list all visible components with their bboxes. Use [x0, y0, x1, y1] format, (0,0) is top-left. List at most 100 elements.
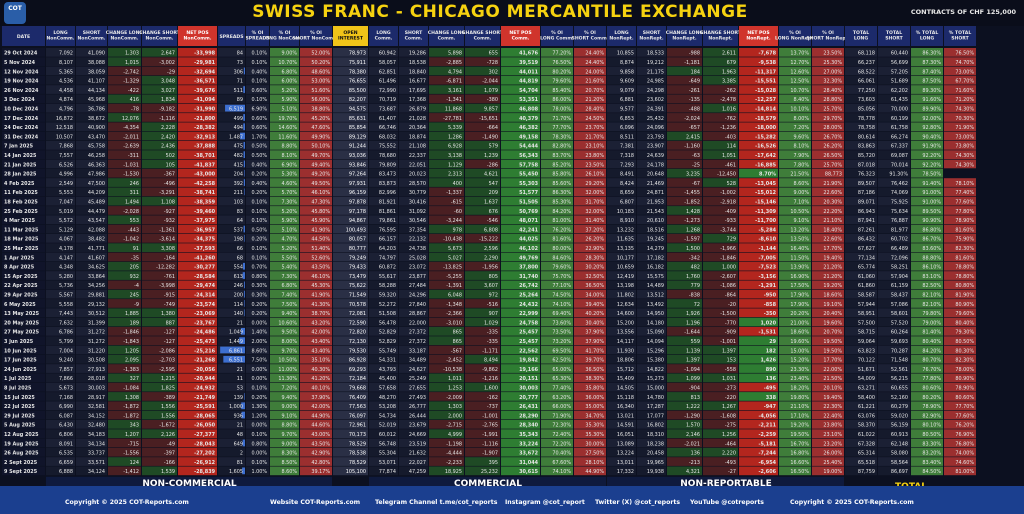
cell-value: 3,607	[484, 283, 498, 289]
cell-value: 11.30%	[278, 376, 297, 382]
table-row: 5 Nov 2024 8,107 38,088 1,015 -3,002 -29,981 7…	[2, 57, 976, 66]
cell-value: 21.00%	[790, 320, 809, 326]
cell-value: 44.90%	[311, 413, 330, 419]
cell-bg	[574, 354, 606, 364]
footer-website-link[interactable]: Website COT-Reports.com	[270, 499, 360, 506]
cell-value: 23.10%	[823, 432, 842, 438]
cell-value: -1,991	[482, 432, 498, 438]
cell-bg	[178, 327, 217, 336]
cell-bg	[218, 224, 245, 234]
footer-instagram-link[interactable]: Instagram @cot_report	[505, 498, 585, 506]
cell-value: -1,843	[123, 339, 139, 345]
cell-value: 5,558	[59, 302, 73, 308]
cell-value: 76,595	[379, 227, 396, 233]
cell-value: 85.20%	[552, 162, 571, 168]
date-label: 15 Apr 2025	[4, 274, 38, 280]
cell-value: 17,332	[617, 469, 634, 475]
cell-value: 44.60%	[311, 423, 330, 429]
cell-bg	[142, 243, 177, 252]
cell-value: 75,925	[891, 200, 908, 206]
cell-bg	[574, 215, 606, 225]
cell-value: 1,539	[161, 469, 175, 475]
cell-bg	[607, 457, 636, 466]
cell-bg	[333, 150, 368, 159]
cell-value: 49.90%	[311, 134, 330, 140]
cell-bg	[812, 410, 844, 420]
cell-value: 6,786	[59, 330, 73, 336]
cell-bg	[667, 466, 702, 476]
cell-value: 78.00%	[552, 107, 571, 113]
cell-bg	[607, 373, 636, 383]
cell-bg	[178, 373, 217, 383]
cell-bg	[878, 364, 910, 373]
cell-bg	[878, 75, 910, 85]
table-row: 19 Aug 2025 8,091 34,134 -715 -49 -28,043 649 0…	[2, 438, 976, 448]
cell-bg	[270, 141, 299, 150]
cell-value: 0.10%	[251, 51, 267, 57]
table-row: 17 Jun 2025 9,240 30,508 2,095 -2,703 -21,268…	[2, 354, 976, 364]
cell-bg	[501, 122, 540, 132]
cell-value: 5,129	[59, 227, 73, 233]
cell-value: 1,637	[484, 200, 498, 206]
cell-bg	[178, 289, 217, 299]
footer-telegram-link[interactable]: Telegram Channel t.me/cot_reports	[375, 499, 498, 506]
cell-bg	[845, 280, 877, 290]
cell-bg	[911, 289, 943, 299]
cell-bg	[944, 280, 976, 290]
cell-value: 80.20%	[552, 69, 571, 75]
cell-bg	[574, 429, 606, 438]
cell-bg	[739, 141, 778, 150]
cell-value: 49,769	[519, 255, 538, 261]
col-header-change-short-noncomm: CHANGE SHORT NonComm.	[139, 30, 181, 42]
cell-bg	[46, 382, 75, 392]
cell-value: -11,700	[755, 218, 776, 224]
cell-value: -21,749	[194, 395, 215, 401]
table-row: 15 Jul 2025 7,168 28,917 1,308 -389 -21,749 13…	[2, 392, 976, 401]
table-row: 2 Sept 2025 6,659 33,571 124 -166 -26,912 81 0.…	[2, 457, 976, 466]
cell-bg	[465, 447, 500, 457]
cell-bg	[911, 271, 943, 280]
cell-bg	[429, 354, 464, 364]
footer-twitter-link[interactable]: Twitter (X) @cot_reports	[595, 498, 680, 506]
cell-bg	[574, 447, 606, 457]
cell-bg	[465, 401, 500, 411]
cell-value: 6,430	[59, 423, 73, 429]
cell-value: 1,205	[125, 348, 139, 354]
cell-value: 93,036	[349, 153, 366, 159]
cell-value: 18,533	[647, 51, 664, 57]
cell-bg	[607, 215, 636, 225]
cell-bg	[2, 438, 45, 448]
cell-bg	[465, 336, 500, 345]
cell-value: 76.70%	[922, 367, 941, 373]
cell-bg	[142, 75, 177, 85]
cell-value: -12,282	[156, 265, 175, 271]
cell-bg	[574, 336, 606, 345]
cell-value: 86.80%	[922, 227, 941, 233]
cell-bg	[911, 103, 943, 113]
cell-bg	[333, 373, 368, 383]
footer-youtube-link[interactable]: YouTube @cotreports	[689, 498, 764, 506]
cell-bg	[142, 66, 177, 76]
cell-value: 46,808	[519, 107, 538, 113]
cell-value: -41,837	[194, 162, 215, 168]
cell-value: 31,272	[88, 339, 105, 345]
cell-value: 23,793	[647, 134, 664, 140]
cell-value: 30,512	[88, 311, 105, 317]
cell-value: 4,796	[59, 107, 73, 113]
cell-bg	[574, 410, 606, 420]
cell-value: 24.40%	[585, 60, 604, 66]
cell-value: 11.00%	[278, 367, 297, 373]
cell-bg	[779, 271, 811, 280]
cell-value: 5.50%	[281, 255, 297, 261]
cell-value: 80.80%	[955, 283, 974, 289]
cell-bg	[142, 187, 177, 197]
cell-value: 25,232	[481, 469, 498, 475]
cell-bg	[944, 85, 976, 94]
cell-bg	[607, 243, 636, 252]
cell-bg	[108, 308, 141, 318]
cell-bg	[812, 243, 844, 252]
cell-bg	[541, 131, 573, 141]
cell-bg	[845, 392, 877, 401]
cell-bg	[300, 187, 332, 197]
cell-bg	[739, 429, 778, 438]
